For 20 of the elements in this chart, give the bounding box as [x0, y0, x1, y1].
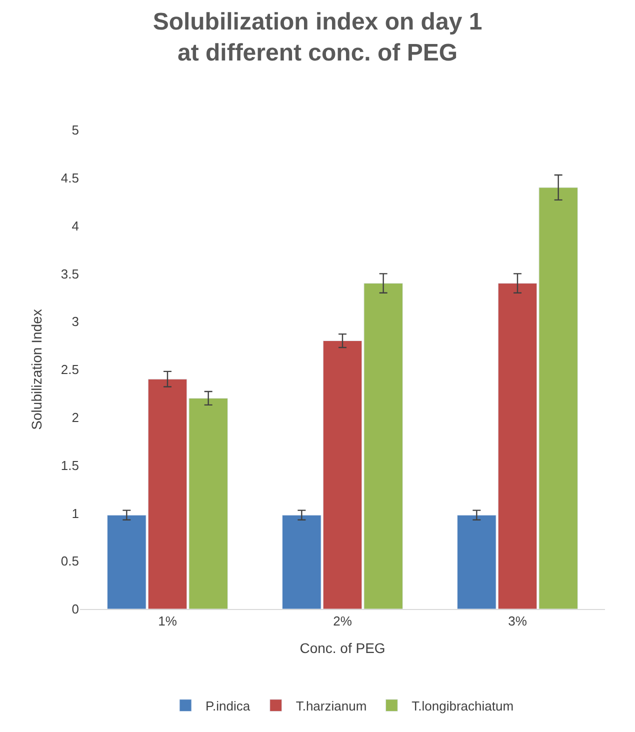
- y-tick-label: 2: [72, 410, 79, 425]
- y-tick-label: 0: [72, 602, 79, 617]
- y-tick-label: 3.5: [60, 266, 79, 282]
- x-axis-title: Conc. of PEG: [300, 640, 386, 656]
- legend-label: T.harzianum: [296, 698, 367, 714]
- y-tick-label: 2.5: [60, 362, 79, 378]
- chart-title: Solubilization index on day 1 at different conc. of PEG: [152, 8, 482, 66]
- y-tick-label: 4: [72, 218, 79, 234]
- y-axis-title: Solubilization Index: [28, 309, 45, 430]
- y-tick-label: 1: [72, 506, 79, 521]
- y-tick-label: 3: [72, 314, 79, 330]
- legend-label: P.indica: [206, 698, 251, 714]
- legend-label: T.longibrachiatum: [412, 698, 514, 714]
- x-tick-label: 2%: [333, 614, 352, 629]
- y-tick-label: 4.5: [60, 170, 79, 186]
- y-tick-label: 1.5: [60, 458, 79, 473]
- x-tick-label: 1%: [158, 614, 178, 629]
- y-tick-label: 5: [72, 122, 79, 138]
- y-tick-label: 0.5: [60, 554, 79, 569]
- x-tick-label: 3%: [508, 614, 528, 629]
